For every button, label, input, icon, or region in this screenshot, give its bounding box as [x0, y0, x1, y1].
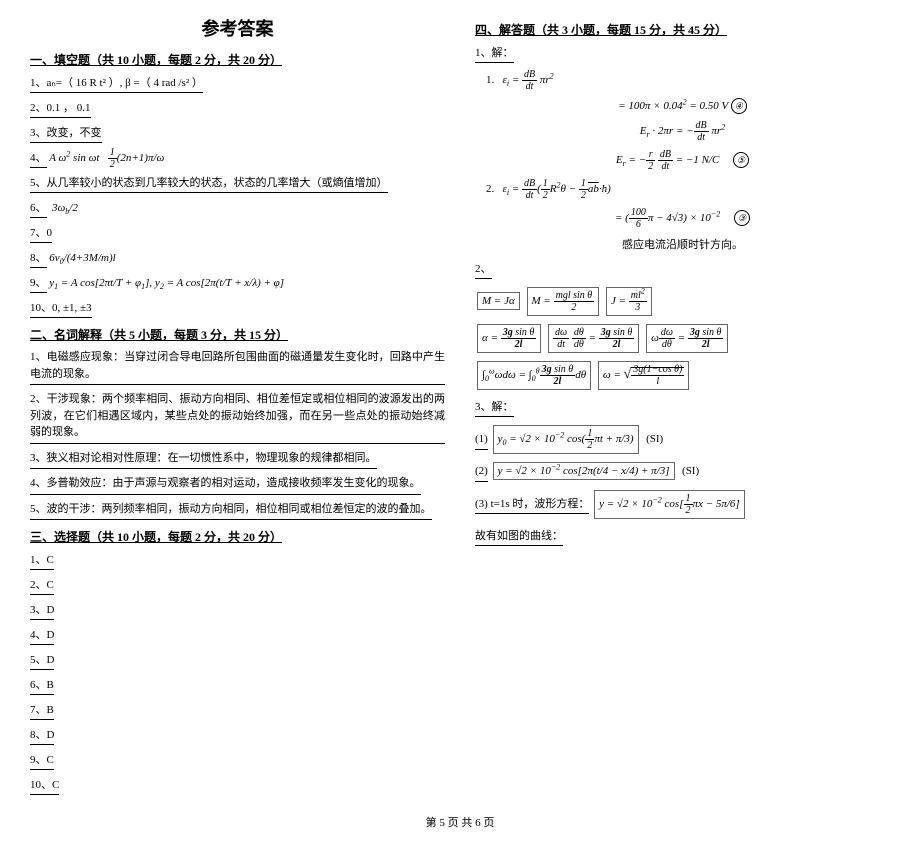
q4-1-2: 2. εi = dBdt(12R2θ − 12ab·h): [475, 178, 890, 201]
q7: 7、0: [30, 222, 52, 243]
q4-2-label: 2、: [475, 258, 492, 279]
page-footer: 第 5 页 共 6 页: [30, 814, 890, 830]
mc-7: 7、B: [30, 699, 54, 720]
si-2: (SI): [682, 465, 699, 477]
q1: 1、aₙ=（ 16 R t² ）, β =（ 4 rad /s² ）: [30, 72, 203, 93]
q8-formula: 6v0/(4+3M/m)l: [49, 252, 115, 264]
eq-1: = 100π × 0.042 = 0.50 V ④: [475, 98, 890, 114]
q4-formula: A ω2 sin ωt 12(2n+1)π/ω: [49, 152, 164, 164]
eq-2: Er · 2πr = −dBdt πr2: [475, 120, 890, 143]
term-5: 5、波的干涉：两列频率相同，振动方向相同，相位相同或相位差恒定的波的叠加。: [30, 499, 432, 521]
q9-formula: y1 = A cos[2πt/T + φ1], y2 = A cos[2π(t/…: [49, 277, 284, 289]
mc-8: 8、D: [30, 724, 54, 745]
q4-3-3: (3) t=1s 时，波形方程： y = √2 × 10−2 cos[12πx …: [475, 488, 890, 521]
left-column: 参考答案 一、填空题（共 10 小题，每题 2 分，共 20 分） 1、aₙ=（…: [30, 15, 445, 799]
mc-5: 5、D: [30, 649, 54, 670]
right-column: 四、解答题（共 3 小题，每题 15 分，共 45 分） 1、解： 1. εi …: [475, 15, 890, 799]
section-3-head: 三、选择题（共 10 小题，每题 2 分，共 20 分）: [30, 528, 445, 545]
q4-2-eq3: ∫0ωωdω = ∫0θ3g sin θ2ldθ ω = √3g(1−cos θ…: [475, 359, 890, 392]
mc-9: 9、C: [30, 749, 54, 770]
q2: 2、0.1 ， 0.1: [30, 97, 91, 118]
q4-2-eq2: α = 3g sin θ2l dωdt dθdθ = 3g sin θ2l ωd…: [475, 322, 890, 355]
term-2: 2、干涉现象：两个频率相同、振动方向相同、相位差恒定或相位相同的波源发出的两列波…: [30, 389, 445, 444]
mc-3: 3、D: [30, 599, 54, 620]
q8: 8、: [30, 247, 47, 268]
q4-3-3-label: (3) t=1s 时，波形方程：: [475, 493, 589, 514]
q4-1-1-num: 1.: [486, 74, 494, 86]
q4-2-eq1: M = Jα M = mgl sin θ2 J = ml23: [475, 285, 890, 318]
q4-3-label: 3、解：: [475, 396, 514, 417]
q4-1-2-num: 2.: [486, 183, 494, 195]
eq-3: Er = −r2 dBdt = −1 N/C ⑤: [475, 149, 890, 172]
q5: 5、从几率较小的状态到几率较大的状态，状态的几率增大（或熵值增加）: [30, 172, 388, 193]
q4-3-2-label: (2): [475, 463, 488, 482]
q4-3-1: (1) y0 = √2 × 10−2 cos(12πt + π/3) (SI): [475, 423, 890, 456]
main-title: 参考答案: [30, 15, 445, 41]
q4-1-1: 1. εi = dBdt πr2: [475, 69, 890, 92]
q4-3-4: 故有如图的曲线：: [475, 525, 563, 546]
note-1: 感应电流沿顺时针方向。: [475, 236, 890, 252]
section-1-head: 一、填空题（共 10 小题，每题 2 分，共 20 分）: [30, 51, 445, 68]
si-1: (SI): [646, 433, 663, 445]
mc-4: 4、D: [30, 624, 54, 645]
q4-3-2: (2) y = √2 × 10−2 cos[2π(t/4 − x/4) + π/…: [475, 460, 890, 484]
mc-10: 10、C: [30, 774, 59, 795]
mc-2: 2、C: [30, 574, 54, 595]
q6-formula: 3ωb/2: [49, 202, 78, 214]
q9: 9、: [30, 272, 47, 293]
eq-4: = (1006π − 4√3) × 10−2 ③: [475, 207, 890, 230]
term-4: 4、多普勒效应：由于声源与观察者的相对运动，造成接收频率发生变化的现象。: [30, 473, 421, 495]
mc-1: 1、C: [30, 549, 54, 570]
q4-1-label: 1、解：: [475, 42, 514, 63]
q3: 3、改变，不变: [30, 122, 102, 143]
mc-6: 6、B: [30, 674, 54, 695]
q4-3-1-label: (1): [475, 431, 488, 450]
q4: 4、: [30, 147, 47, 168]
q10: 10、0, ±1, ±3: [30, 297, 92, 318]
section-2-head: 二、名词解释（共 5 小题，每题 3 分，共 15 分）: [30, 326, 445, 343]
section-4-head: 四、解答题（共 3 小题，每题 15 分，共 45 分）: [475, 21, 890, 38]
term-3: 3、狭义相对论相对性原理：在一切惯性系中，物理现象的规律都相同。: [30, 448, 377, 470]
term-1: 1、电磁感应现象：当穿过闭合导电回路所包围曲面的磁通量发生变化时，回路中产生电流…: [30, 347, 445, 385]
q6: 6、: [30, 197, 47, 218]
